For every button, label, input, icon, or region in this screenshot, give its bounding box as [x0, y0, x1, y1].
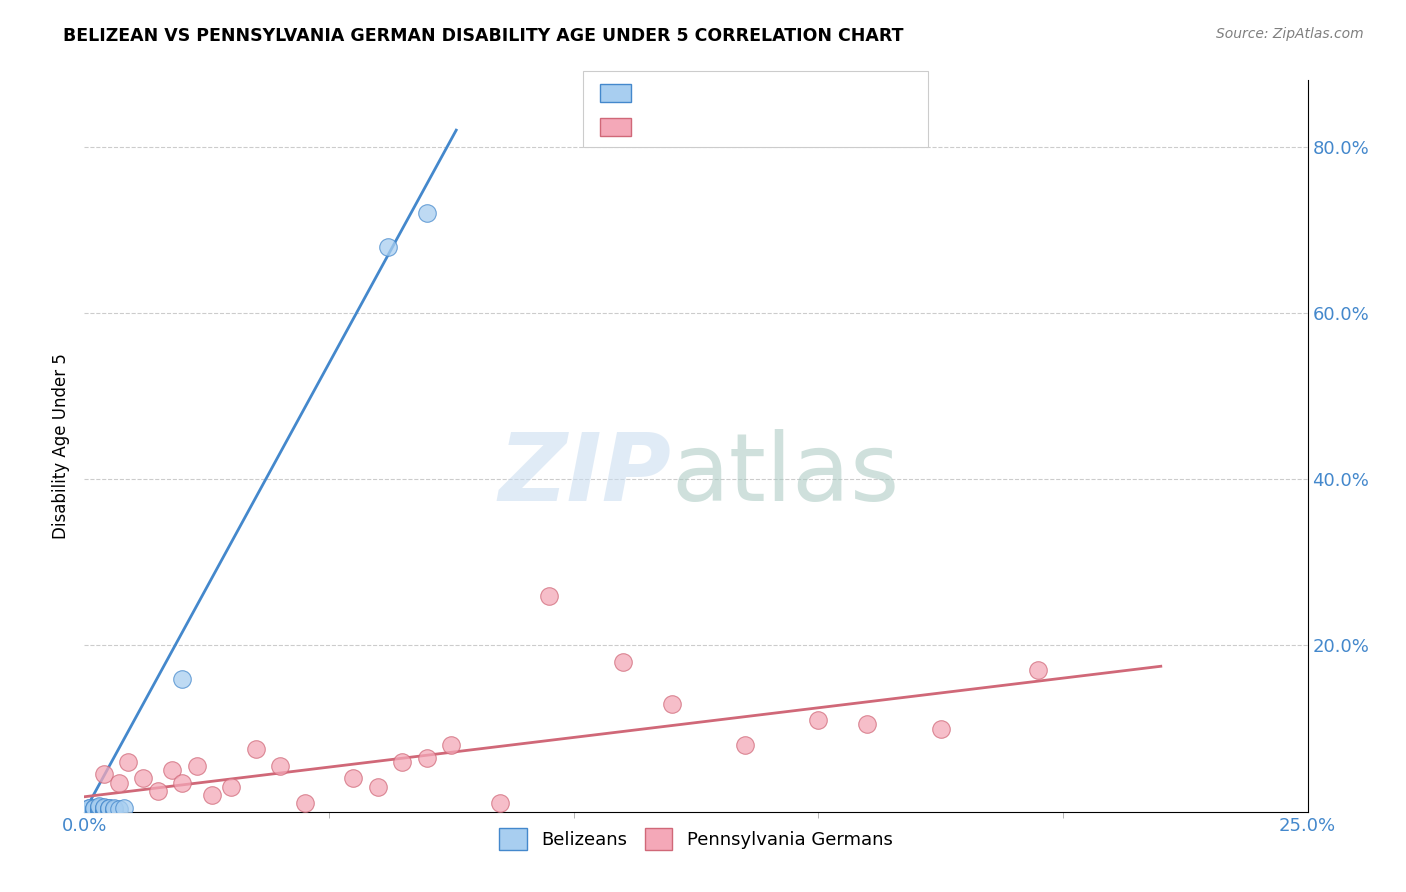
Point	[186, 759, 208, 773]
Point	[377, 239, 399, 253]
Point	[117, 755, 139, 769]
Point	[93, 767, 115, 781]
Text: Source: ZipAtlas.com: Source: ZipAtlas.com	[1216, 27, 1364, 41]
Point	[97, 800, 120, 814]
Point	[489, 797, 512, 811]
Text: N = 34: N = 34	[801, 84, 865, 102]
Point	[416, 206, 439, 220]
Point	[269, 759, 291, 773]
Point	[77, 803, 100, 817]
Point	[146, 784, 169, 798]
Point	[83, 803, 105, 817]
Point	[93, 799, 115, 814]
Text: N = 27: N = 27	[801, 118, 865, 136]
Point	[83, 801, 105, 815]
Point	[172, 775, 194, 789]
Point	[97, 801, 120, 815]
Point	[219, 780, 242, 794]
Point	[93, 801, 115, 815]
Point	[391, 755, 413, 769]
Legend: Belizeans, Pennsylvania Germans: Belizeans, Pennsylvania Germans	[492, 821, 900, 857]
Point	[103, 802, 125, 816]
Text: atlas: atlas	[672, 429, 900, 521]
Point	[87, 804, 110, 818]
Point	[734, 738, 756, 752]
Point	[97, 802, 120, 816]
Point	[87, 803, 110, 817]
Point	[77, 801, 100, 815]
Point	[440, 738, 463, 752]
Point	[661, 697, 683, 711]
Point	[294, 797, 316, 811]
Point	[162, 763, 184, 777]
Point	[103, 803, 125, 817]
Point	[112, 801, 135, 815]
Point	[107, 775, 129, 789]
Text: ZIP: ZIP	[499, 429, 672, 521]
Point	[132, 772, 155, 786]
Text: R = 0.946: R = 0.946	[643, 84, 733, 102]
Point	[856, 717, 879, 731]
Point	[87, 802, 110, 816]
Point	[97, 803, 120, 817]
Point	[107, 802, 129, 816]
Point	[77, 802, 100, 816]
Point	[93, 803, 115, 817]
Point	[93, 804, 115, 818]
Point	[172, 672, 194, 686]
Point	[93, 802, 115, 816]
Point	[77, 800, 100, 814]
Point	[1028, 664, 1050, 678]
Point	[612, 655, 634, 669]
Point	[83, 800, 105, 814]
Text: R = 0.587: R = 0.587	[643, 118, 733, 136]
Point	[83, 802, 105, 816]
Point	[245, 742, 267, 756]
Point	[87, 801, 110, 815]
Text: BELIZEAN VS PENNSYLVANIA GERMAN DISABILITY AGE UNDER 5 CORRELATION CHART: BELIZEAN VS PENNSYLVANIA GERMAN DISABILI…	[63, 27, 904, 45]
Point	[93, 800, 115, 814]
Point	[87, 798, 110, 813]
Point	[367, 780, 389, 794]
Point	[87, 800, 110, 814]
Point	[87, 799, 110, 814]
Point	[807, 714, 830, 728]
Point	[929, 722, 952, 736]
Point	[200, 788, 222, 802]
Y-axis label: Disability Age Under 5: Disability Age Under 5	[52, 353, 70, 539]
Point	[416, 750, 439, 764]
Point	[103, 801, 125, 815]
Point	[342, 772, 364, 786]
Point	[538, 589, 561, 603]
Point	[83, 804, 105, 818]
